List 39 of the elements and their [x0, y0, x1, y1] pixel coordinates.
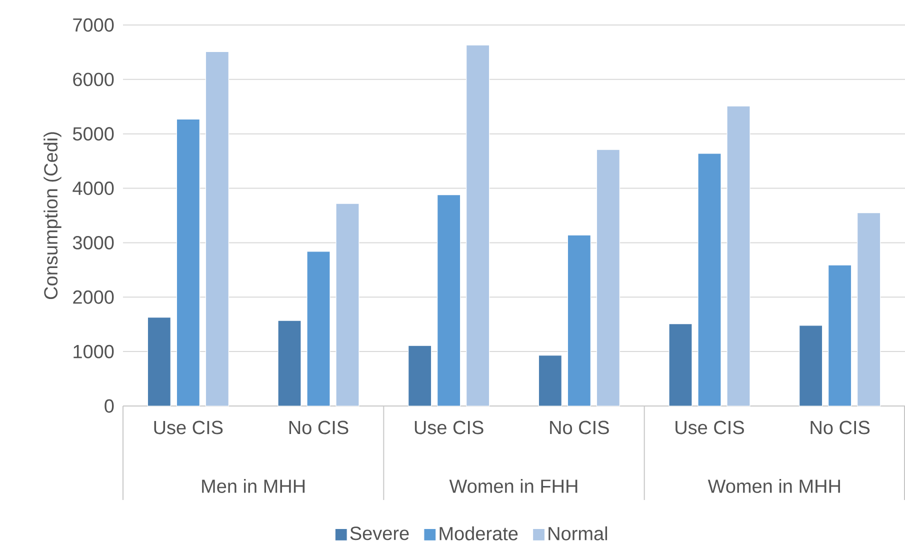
legend-label: Severe: [350, 526, 409, 540]
x-tick-label: Use CIS: [414, 420, 484, 434]
bar: [698, 153, 722, 406]
bar: [205, 51, 229, 406]
text: Women in MHH: [708, 479, 840, 493]
bar: [336, 203, 360, 406]
y-tick-label: 2000: [73, 290, 114, 304]
y-tick-label: 7000: [73, 18, 114, 32]
bar: [538, 355, 562, 406]
text: Women in FHH: [449, 479, 578, 493]
x-tick-label: Use CIS: [676, 420, 744, 434]
y-tick-label: 5000: [72, 127, 114, 141]
bar: [726, 106, 750, 406]
y-tick-label: 1000: [74, 344, 114, 358]
x-tick-label: No CIS: [810, 420, 870, 434]
legend-label: Moderate: [440, 526, 518, 540]
bar: [306, 251, 330, 406]
bar: [466, 44, 490, 406]
text: Men in MHH: [202, 479, 305, 493]
bar: [857, 212, 881, 406]
bar: [828, 264, 852, 406]
bar: [278, 320, 302, 406]
x-tick-label: No CIS: [550, 420, 609, 434]
y-tick-label: 0: [104, 399, 114, 413]
y-axis-title: Consumption (Cedi): [44, 132, 62, 300]
bar: [799, 325, 823, 406]
y-tick-label: 6000: [73, 72, 114, 86]
bar: [176, 118, 200, 406]
bar: [437, 194, 461, 406]
bar: [668, 324, 692, 406]
legend-label: Normal: [548, 526, 608, 540]
y-tick-label: 3000: [72, 236, 114, 250]
bar: [596, 149, 620, 406]
y-tick-label: 4000: [72, 182, 114, 196]
bar: [147, 316, 171, 406]
bar: [567, 234, 591, 406]
bar: [408, 345, 432, 406]
x-tick-label: Use CIS: [154, 420, 223, 434]
x-tick-label: No CIS: [289, 420, 348, 434]
